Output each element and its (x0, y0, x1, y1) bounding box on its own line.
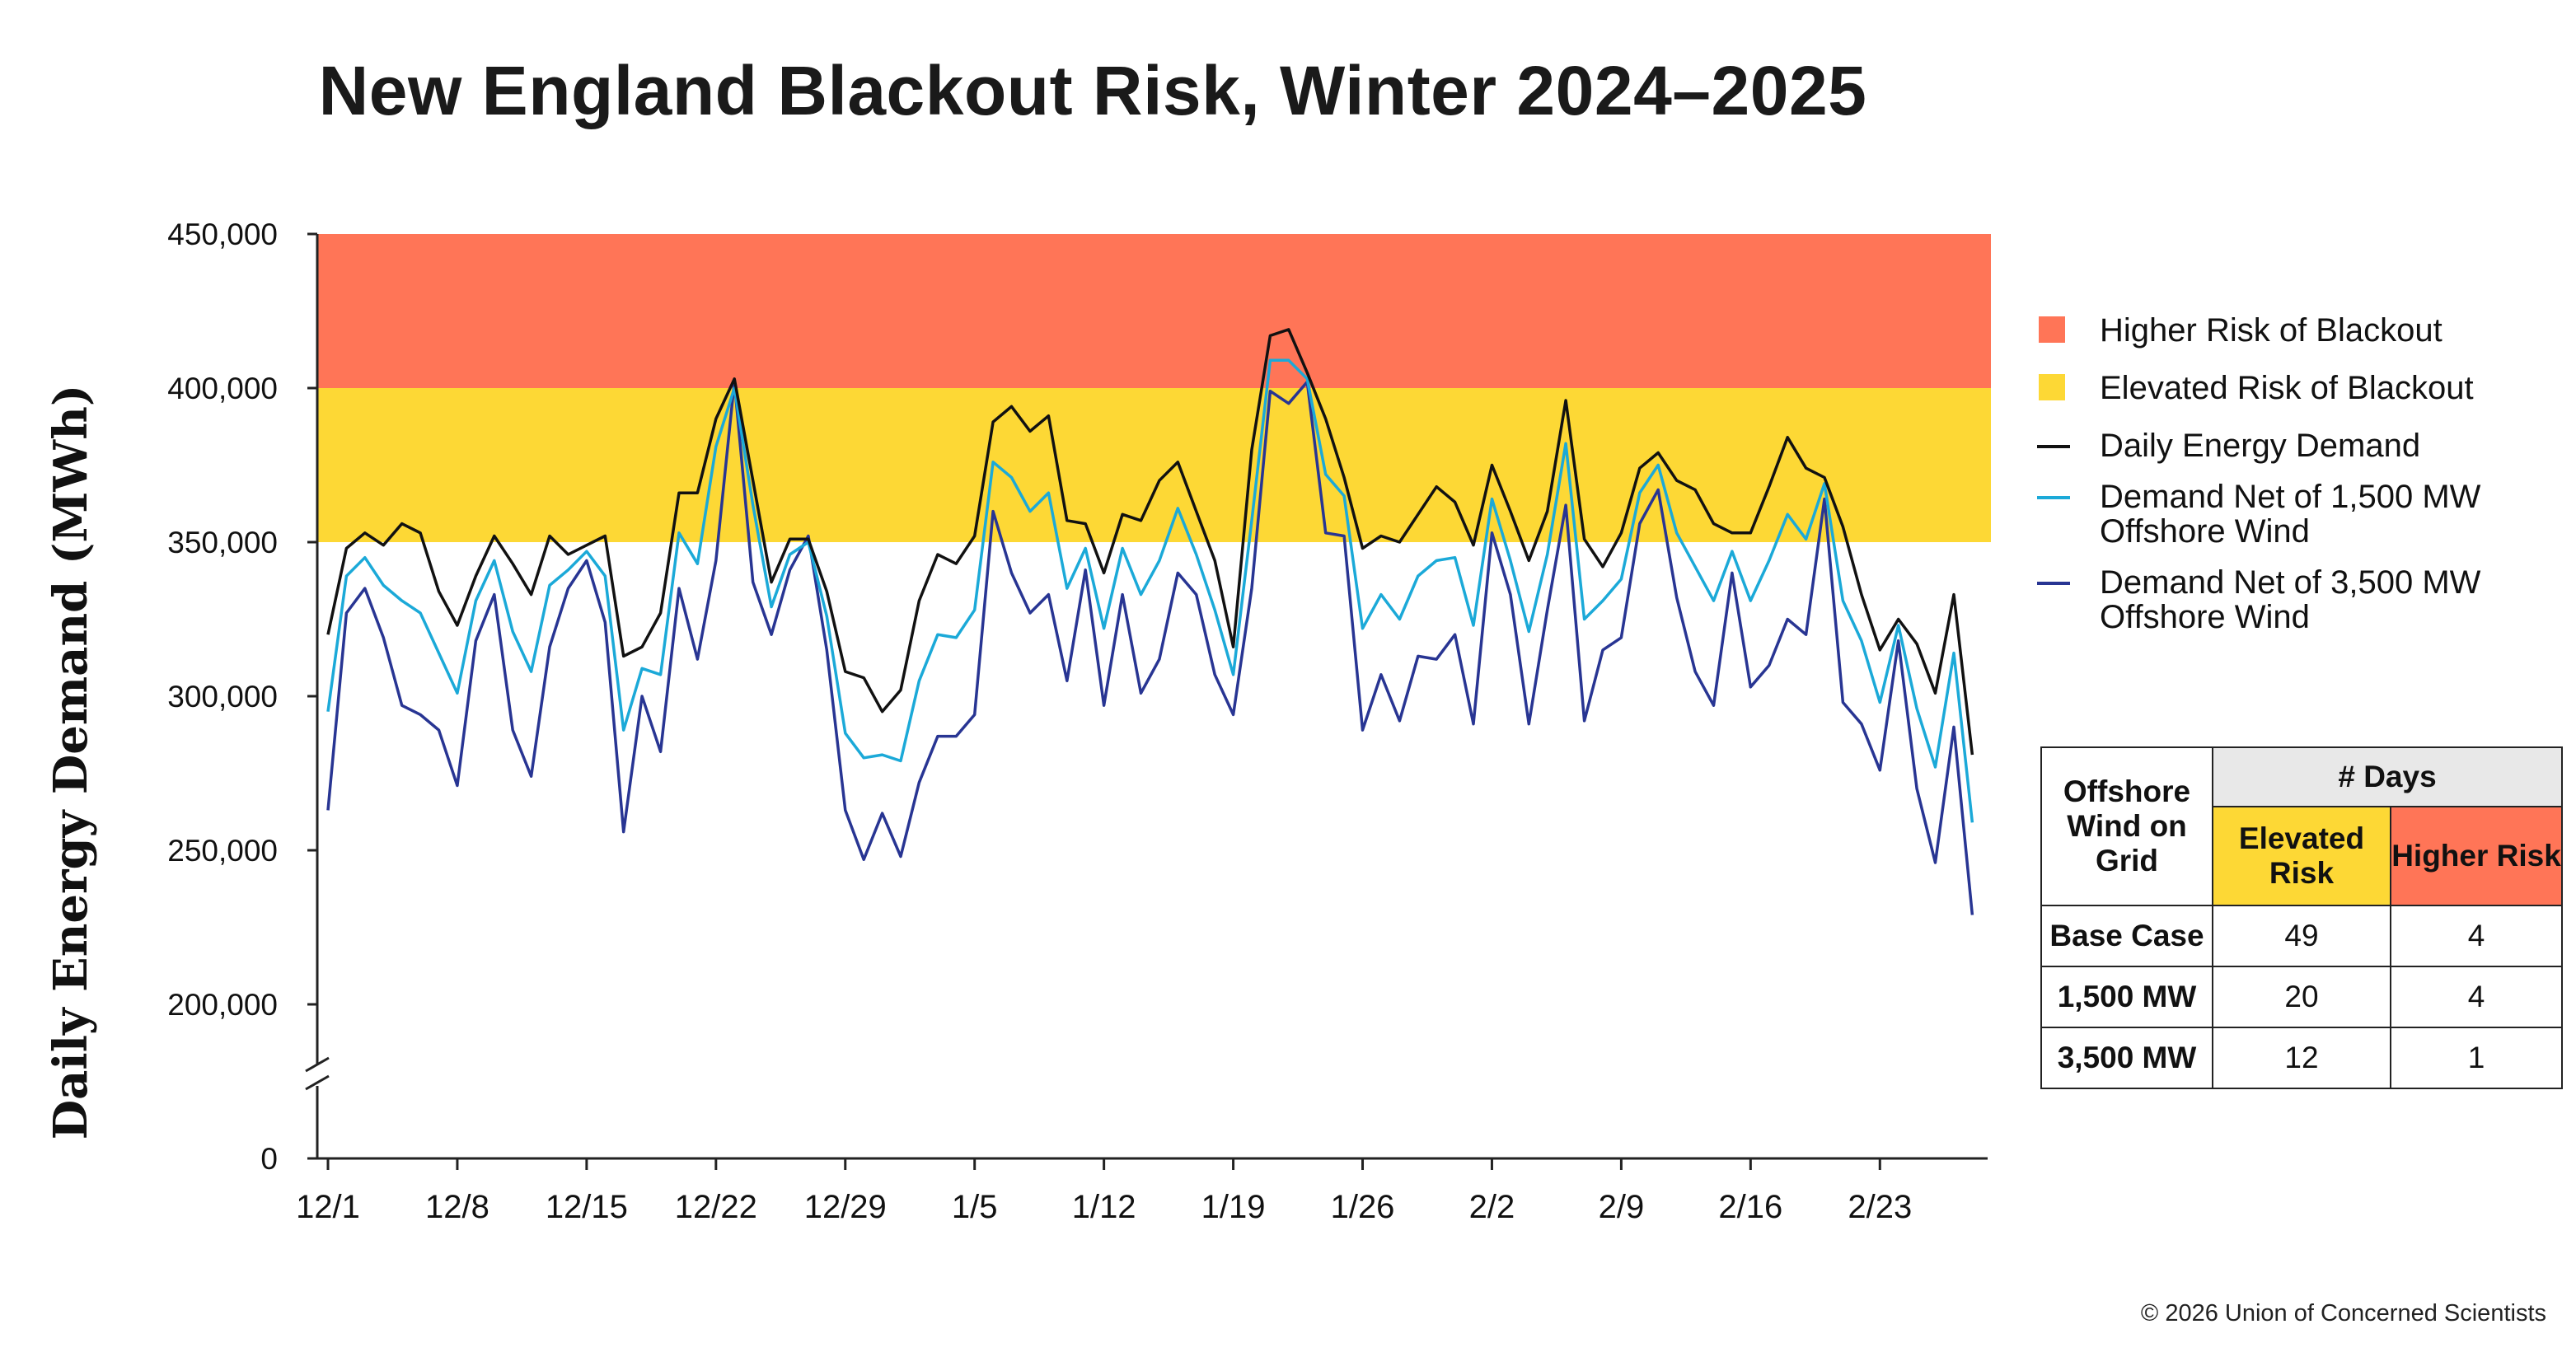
table-row: 3,500 MW 12 1 (2040, 1027, 2563, 1089)
legend-item-daily-demand: Daily Energy Demand (2035, 428, 2563, 463)
table-row: Base Case 49 4 (2040, 905, 2563, 967)
series-daily-demand (326, 328, 1974, 756)
table-cell-elevated: 20 (2212, 966, 2391, 1028)
series-net-1500-wind (326, 358, 1974, 823)
legend-item-net-1500: Demand Net of 1,500 MW Offshore Wind (2035, 480, 2563, 549)
y-tick-label: 300,000 (167, 680, 278, 714)
x-tick-label: 1/5 (952, 1189, 998, 1225)
axis-break-mark (305, 1056, 330, 1073)
table-group-header: # Days (2212, 746, 2563, 807)
legend-label: Demand Net of 3,500 MW Offshore Wind (2100, 564, 2481, 635)
legend-item-higher-risk: Higher Risk of Blackout (2035, 313, 2563, 348)
table-cell-higher: 1 (2390, 1027, 2563, 1089)
legend-item-elevated-risk: Elevated Risk of Blackout (2035, 371, 2563, 405)
legend-label: Higher Risk of Blackout (2100, 312, 2443, 349)
x-tick-label: 12/1 (296, 1189, 360, 1225)
table-cell-higher: 4 (2390, 966, 2563, 1028)
legend-item-net-3500: Demand Net of 3,500 MW Offshore Wind (2035, 565, 2563, 634)
legend-label: Daily Energy Demand (2100, 428, 2421, 464)
table-corner-header: Offshore Wind on Grid (2040, 746, 2213, 906)
band-higher-risk (317, 234, 1991, 388)
x-tick-label: 1/12 (1072, 1189, 1136, 1225)
legend-swatch-net-1500 (2037, 496, 2070, 499)
table-row-label: 3,500 MW (2040, 1027, 2213, 1089)
y-tick-label: 350,000 (167, 526, 278, 559)
y-tick-label: 200,000 (167, 988, 278, 1022)
y-tick-label: 400,000 (167, 372, 278, 405)
x-tick-label: 2/16 (1718, 1189, 1782, 1225)
copyright-credit: © 2026 Union of Concerned Scientists (2140, 1300, 2546, 1327)
chart-title: New England Blackout Risk, Winter 2024–2… (318, 52, 1867, 129)
x-tick-label: 12/22 (675, 1189, 757, 1225)
table-cell-elevated: 12 (2212, 1027, 2391, 1089)
legend-swatch-elevated-risk (2039, 374, 2065, 400)
legend-label: Elevated Risk of Blackout (2100, 370, 2474, 406)
y-tick-label: 450,000 (167, 218, 278, 251)
table-row: 1,500 MW 20 4 (2040, 966, 2563, 1028)
x-tick-label: 1/19 (1201, 1189, 1266, 1225)
legend: Higher Risk of Blackout Elevated Risk of… (2035, 313, 2563, 657)
band-elevated-risk (317, 388, 1991, 542)
table-cell-higher: 4 (2390, 905, 2563, 967)
x-tick-label: 12/8 (425, 1189, 489, 1225)
risk-bands (317, 234, 1991, 542)
y-tick-label: 0 (260, 1142, 278, 1176)
x-tick-label: 12/15 (546, 1189, 628, 1225)
x-tick-label: 2/9 (1599, 1189, 1645, 1225)
series-net-3500-wind (326, 380, 1974, 915)
table-row-label: 1,500 MW (2040, 966, 2213, 1028)
table-row-label: Base Case (2040, 905, 2213, 967)
series-lines (326, 328, 1974, 915)
table-col-elevated: Elevated Risk (2212, 806, 2391, 906)
legend-swatch-higher-risk (2039, 316, 2065, 343)
axes: 450,000 400,000 350,000 300,000 250,000 200,0… (167, 218, 1988, 1225)
y-tick-label: 250,000 (167, 834, 278, 868)
x-tick-label: 12/29 (804, 1189, 887, 1225)
x-tick-label: 1/26 (1331, 1189, 1395, 1225)
table-col-higher: Higher Risk (2390, 806, 2563, 906)
legend-swatch-daily-demand (2037, 445, 2070, 448)
table-cell-elevated: 49 (2212, 905, 2391, 967)
x-tick-label: 2/23 (1848, 1189, 1912, 1225)
risk-days-table: Offshore Wind on Grid # Days Elevated Ri… (2040, 746, 2563, 1089)
legend-swatch-net-3500 (2037, 582, 2070, 585)
axis-break-mark (305, 1074, 330, 1091)
x-tick-label: 2/2 (1469, 1189, 1515, 1225)
legend-label: Demand Net of 1,500 MW Offshore Wind (2100, 479, 2481, 550)
